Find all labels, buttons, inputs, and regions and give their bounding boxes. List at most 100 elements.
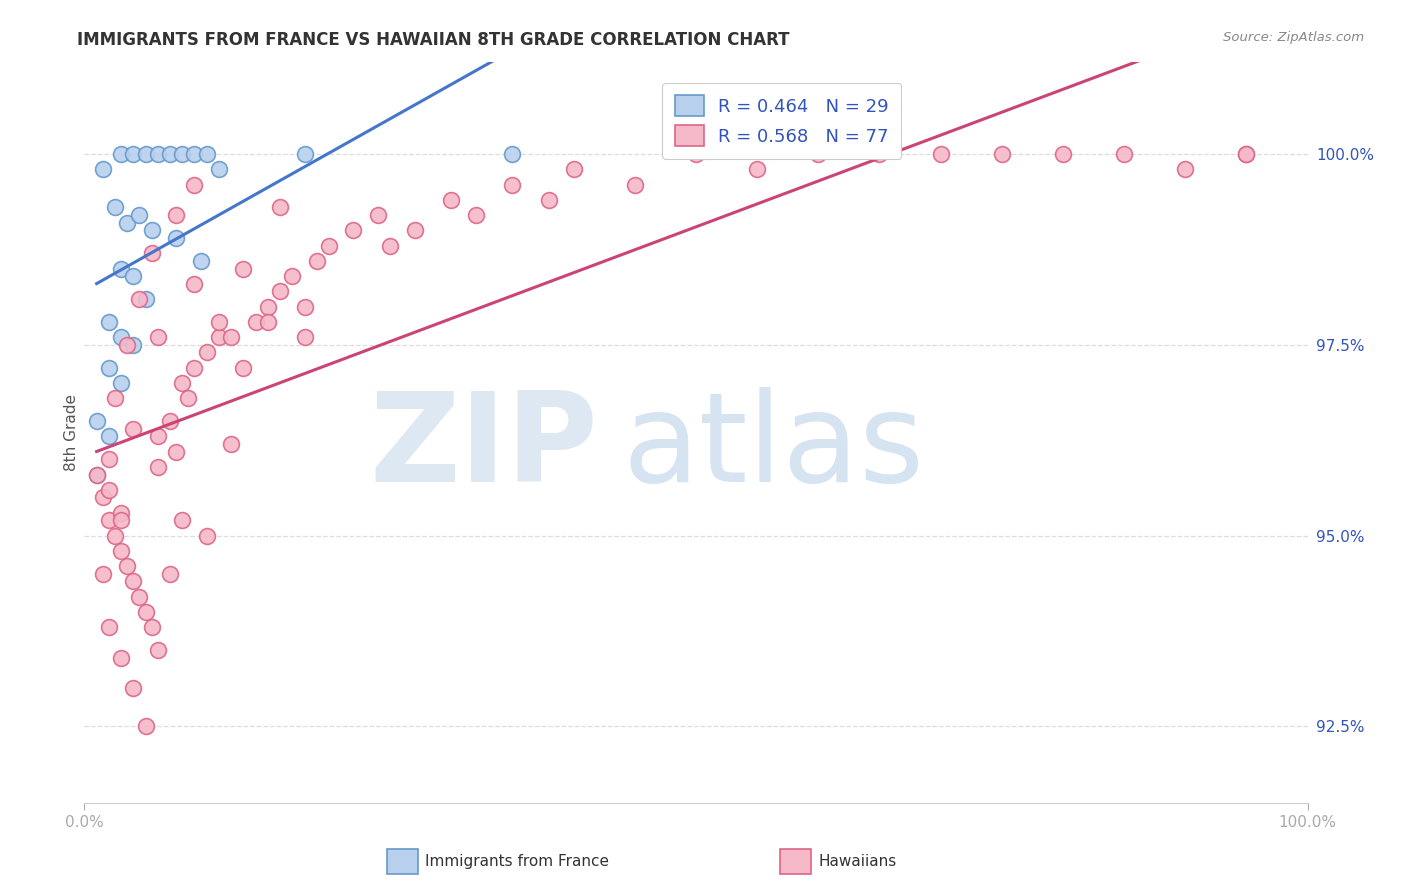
Point	[165, 231, 187, 245]
Point	[294, 330, 316, 344]
Point	[122, 338, 145, 352]
Point	[110, 330, 132, 344]
Point	[380, 238, 402, 252]
Point	[104, 529, 127, 543]
Point	[86, 414, 108, 428]
Point	[122, 269, 145, 284]
Point	[991, 147, 1014, 161]
Point	[257, 300, 280, 314]
Point	[97, 360, 120, 375]
Point	[183, 178, 205, 192]
Point	[91, 491, 114, 505]
Point	[1052, 147, 1074, 161]
Point	[464, 208, 486, 222]
Point	[404, 223, 426, 237]
Point	[135, 719, 157, 733]
Point	[97, 429, 120, 443]
Point	[219, 437, 242, 451]
Point	[208, 330, 231, 344]
Legend: R = 0.464   N = 29, R = 0.568   N = 77: R = 0.464 N = 29, R = 0.568 N = 77	[662, 83, 901, 159]
Point	[269, 285, 291, 299]
Point	[208, 162, 231, 177]
Point	[128, 208, 150, 222]
Text: Hawaiians: Hawaiians	[818, 855, 897, 869]
Text: Immigrants from France: Immigrants from France	[425, 855, 609, 869]
Point	[110, 506, 132, 520]
Point	[1236, 147, 1258, 161]
Point	[104, 201, 127, 215]
Point	[305, 253, 328, 268]
Point	[159, 414, 181, 428]
Point	[195, 345, 218, 359]
Point	[318, 238, 340, 252]
Point	[141, 246, 163, 260]
Point	[195, 147, 218, 161]
Point	[502, 178, 524, 192]
Point	[122, 147, 145, 161]
Point	[232, 261, 254, 276]
Point	[115, 338, 138, 352]
Point	[440, 193, 463, 207]
Point	[624, 178, 647, 192]
Point	[245, 315, 267, 329]
Point	[146, 147, 169, 161]
Text: IMMIGRANTS FROM FRANCE VS HAWAIIAN 8TH GRADE CORRELATION CHART: IMMIGRANTS FROM FRANCE VS HAWAIIAN 8TH G…	[77, 31, 790, 49]
Point	[86, 467, 108, 482]
Point	[502, 147, 524, 161]
Point	[165, 444, 187, 458]
Point	[219, 330, 242, 344]
Point	[141, 223, 163, 237]
Point	[269, 201, 291, 215]
Point	[135, 292, 157, 306]
Point	[135, 147, 157, 161]
Point	[190, 253, 212, 268]
Point	[86, 467, 108, 482]
Point	[685, 147, 707, 161]
Point	[172, 513, 194, 527]
Point	[110, 650, 132, 665]
Point	[562, 162, 585, 177]
Point	[869, 147, 891, 161]
Point	[177, 391, 200, 405]
Point	[97, 483, 120, 497]
Point	[110, 513, 132, 527]
Point	[1174, 162, 1197, 177]
Point	[281, 269, 304, 284]
Point	[1236, 147, 1258, 161]
Point	[747, 162, 769, 177]
Point	[97, 513, 120, 527]
Point	[208, 315, 231, 329]
Point	[165, 208, 187, 222]
Point	[195, 529, 218, 543]
Point	[807, 147, 830, 161]
Point	[159, 147, 181, 161]
Point	[97, 620, 120, 634]
Text: ZIP: ZIP	[370, 387, 598, 508]
Point	[115, 559, 138, 574]
Point	[172, 376, 194, 390]
Point	[146, 460, 169, 475]
Point	[538, 193, 561, 207]
Point	[104, 391, 127, 405]
Point	[135, 605, 157, 619]
Point	[146, 643, 169, 657]
Y-axis label: 8th Grade: 8th Grade	[63, 394, 79, 471]
Point	[122, 422, 145, 436]
Point	[97, 452, 120, 467]
Point	[1114, 147, 1136, 161]
Point	[110, 261, 132, 276]
Point	[128, 292, 150, 306]
Point	[146, 429, 169, 443]
Point	[294, 147, 316, 161]
Text: Source: ZipAtlas.com: Source: ZipAtlas.com	[1223, 31, 1364, 45]
Point	[257, 315, 280, 329]
Point	[110, 376, 132, 390]
Point	[342, 223, 364, 237]
Point	[146, 330, 169, 344]
Point	[115, 216, 138, 230]
Point	[172, 147, 194, 161]
Text: atlas: atlas	[623, 387, 925, 508]
Point	[294, 300, 316, 314]
Point	[367, 208, 389, 222]
Point	[929, 147, 952, 161]
